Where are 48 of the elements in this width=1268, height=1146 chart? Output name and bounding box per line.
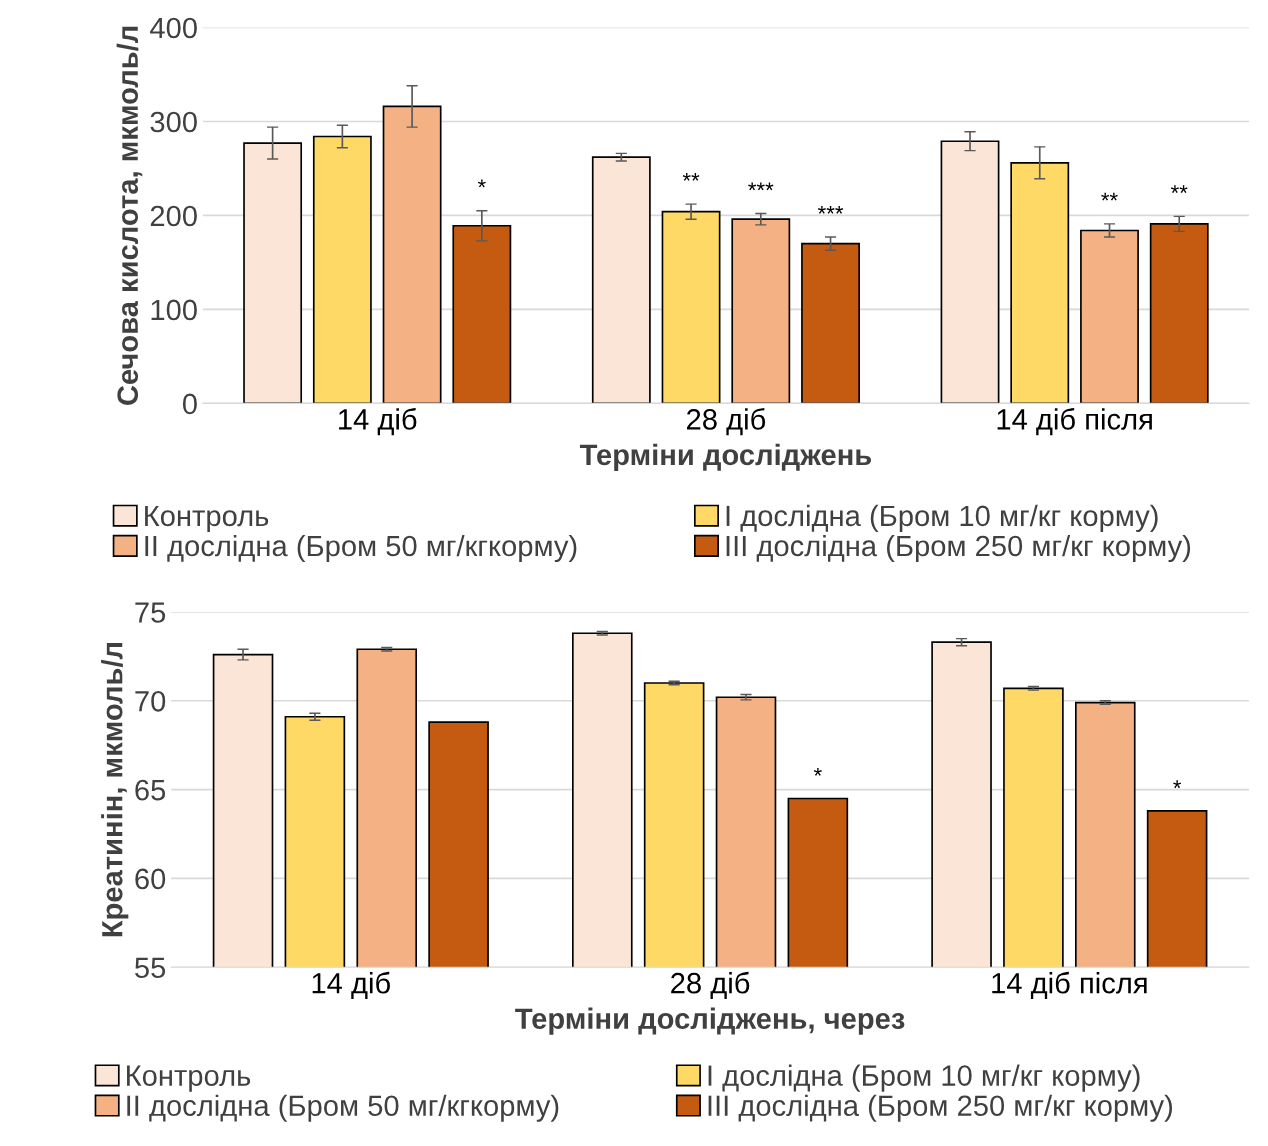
data-label: ** [682,173,700,181]
x-tick-label: 14 діб після [997,408,1152,436]
legend-label: І дослідна (Бром 10 мг/кг корму) [708,1064,1140,1092]
y-tick-label: 0 [182,393,197,415]
x-tick-label: 28 діб [671,971,750,1000]
data-label: * [813,767,822,776]
legend-label: ІІ дослідна (Бром 50 мг/кгкорму) [127,1094,559,1122]
bar [591,156,651,404]
y-tick-label: 75 [135,602,166,623]
bar [312,135,372,404]
y-axis-title: Сечова кислота, мкмоль/л [116,26,143,405]
y-tick-label: 100 [151,299,197,321]
y-tick-label: 55 [135,957,166,979]
data-label: ** [1101,192,1118,201]
data-label: * [1173,780,1182,789]
data-label: * [477,179,486,188]
bar [801,242,860,404]
y-tick-label: 200 [150,205,197,227]
y-axis-title: Креатинін, мкмоль/л [101,642,129,937]
bar [661,210,721,404]
legend-label: ІІІ дослідна (Бром 250 мг/кг корму) [726,534,1191,563]
legend-label: Контроль [127,1065,251,1092]
x-tick-label: 14 діб [339,408,417,436]
y-tick-label: 60 [135,868,166,890]
bar [1080,229,1139,404]
bar [731,218,791,404]
y-tick-label: 65 [135,779,166,801]
bar [1149,223,1209,404]
legend-label: Контроль [145,505,269,533]
y-tick-label: 400 [150,17,197,39]
bar [940,140,1000,404]
x-tick-label: 14 діб [312,971,390,1000]
bar [452,224,512,404]
y-tick-label: 300 [150,111,197,133]
x-tick-label: 14 діб після [992,971,1147,1000]
x-axis-title: Терміни досліджень, через [515,1007,905,1035]
legend-label: ІІІ дослідна (Бром 250 мг/кг корму) [708,1094,1173,1122]
legend-label: ІІ дослідна (Бром 50 мг/кгкорму) [145,534,577,563]
bar [382,105,442,404]
bar [1010,161,1070,404]
data-label: *** [817,205,844,214]
data-label: *** [748,182,774,191]
x-tick-label: 28 діб [687,408,766,436]
data-label: ** [1170,185,1188,194]
legend-label: І дослідна (Бром 10 мг/кг корму) [726,504,1158,533]
x-axis-title: Терміни досліджень [579,443,872,471]
bar [243,142,303,404]
y-tick-label: 70 [135,690,166,712]
